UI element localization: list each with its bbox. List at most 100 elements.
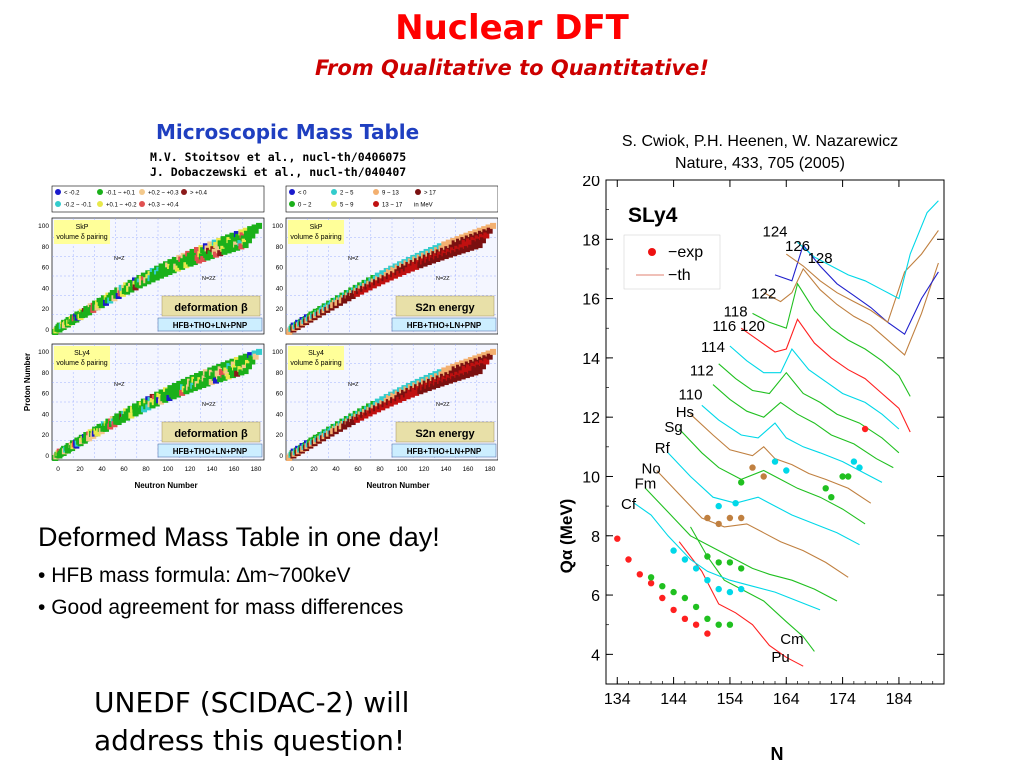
xtick-label: 184 (886, 691, 913, 708)
ytick-label: 20 (42, 306, 50, 313)
nuclide-cell (136, 408, 143, 415)
mass-table-xlabel-right: Neutron Number (366, 481, 429, 490)
unedf-line-1: UNEDF (SCIDAC-2) will (94, 686, 410, 719)
pairing-label: volume δ pairing (290, 234, 341, 241)
reference-line-2: Nature, 433, 705 (2005) (675, 155, 845, 172)
mass-panel: SkP volume δ pairing N=Z N=2Z deformation β H… (38, 217, 265, 335)
legend-left: < -0.2 -0.1 ~ +0.1 +0.2 ~ +0.3 > +0.4 -0.2 ~… (55, 189, 208, 209)
nuclide-cell (479, 237, 486, 244)
legend-swatch (373, 201, 379, 207)
n-eq-2z-label: N=2Z (436, 402, 450, 408)
nuclide-cell (136, 282, 143, 289)
line-label-110: 110 (679, 386, 703, 403)
series-line-126 (785, 230, 939, 324)
nuclide-cell (217, 250, 224, 257)
exp-point-112 (822, 485, 829, 492)
nuclide-cell (166, 395, 173, 402)
ytick-label: 60 (42, 391, 50, 398)
xtick-label: 80 (142, 466, 150, 473)
xtick-label: 160 (463, 466, 474, 473)
qalpha-chart: Qα (MeV) N 4 6 8 10 12 14 16 18 20 134 144 154 164 17… (557, 176, 945, 764)
nuclide-cell (396, 396, 403, 403)
nuclide-cell (370, 408, 377, 415)
nuclide-cell (469, 359, 476, 366)
bullet-1-text: HFB mass formula: ∆m~700keV (51, 564, 351, 587)
legend-swatch (139, 201, 145, 207)
nuclide-cell (204, 380, 211, 387)
nuclide-cell (476, 227, 483, 234)
nuclide-cell (455, 374, 462, 381)
xtick-label: 20 (76, 466, 84, 473)
nuclide-cell (387, 400, 394, 407)
xtick-label: 180 (485, 466, 496, 473)
line-label-no: No (642, 461, 661, 478)
ytick-label: 60 (276, 265, 284, 272)
nuclide-cell (467, 241, 474, 248)
line-label-120: 120 (740, 318, 765, 335)
nuclide-cell (434, 255, 441, 262)
nuclide-cell (221, 248, 228, 255)
series-line-128 (797, 200, 939, 300)
nuclide-cell (225, 247, 232, 254)
exp-point-fm (726, 559, 734, 566)
nuclide-cell (379, 278, 386, 285)
force-label-box (288, 346, 344, 370)
nuclide-cell (204, 254, 211, 261)
nuclide-cell (471, 240, 478, 247)
method-box (391, 317, 497, 332)
exp-point-cm (659, 583, 666, 590)
nuclide-cell (458, 370, 465, 377)
xtick-label: 40 (98, 466, 106, 473)
nuclide-cell (231, 238, 238, 245)
nuclide-cell (391, 272, 398, 279)
nuclide-cell (472, 369, 479, 376)
legend-label: +0.2 ~ +0.3 (148, 191, 179, 197)
series-line-118 (740, 318, 911, 433)
exp-point-no (715, 520, 722, 528)
nuclide-cell (228, 242, 235, 249)
xtick-label: 80 (376, 466, 384, 473)
exp-point-rf (732, 500, 739, 507)
xtick-label: 60 (354, 466, 362, 473)
ytick-label: 18 (582, 232, 600, 249)
exp-point-no (726, 514, 734, 522)
pairing-label: volume δ pairing (56, 360, 107, 367)
nuclide-cell (245, 237, 252, 244)
nuclide-cell (191, 259, 198, 266)
nuclide-cell (425, 385, 432, 392)
nuclide-cell (404, 393, 411, 400)
nuclide-cell (242, 353, 249, 360)
nuclide-cell (451, 376, 458, 383)
line-label-cf: Cf (621, 496, 637, 513)
line-label-122: 122 (751, 286, 776, 303)
series-line-rf (667, 452, 860, 546)
legend-swatch (289, 189, 295, 195)
exp-point-cm (704, 615, 711, 622)
force-label-box (288, 220, 344, 244)
nuclide-cell (408, 391, 415, 398)
nuclide-cell (229, 246, 236, 253)
nuclide-cell (470, 236, 477, 243)
n-eq-z-label: N=Z (114, 256, 125, 262)
xtick-label: 100 (163, 466, 174, 473)
xtick-label: 100 (397, 466, 408, 473)
nuclide-cell (438, 254, 445, 261)
nuclide-cell (430, 383, 437, 390)
nuclide-cell (234, 370, 241, 377)
bullet-2-text: Good agreement for mass differences (51, 596, 404, 619)
nuclide-cell (157, 272, 164, 279)
ytick-label: 40 (276, 411, 284, 418)
nuclide-cell (256, 222, 263, 229)
nuclide-cell (243, 356, 250, 363)
ytick-label: 10 (582, 469, 600, 486)
nuclide-cell (227, 239, 234, 246)
exp-point-114 (839, 473, 846, 480)
exp-point-112 (828, 494, 835, 501)
exp-point-pu (625, 556, 632, 563)
ytick-label: 20 (582, 176, 600, 190)
line-label-rf: Rf (655, 440, 671, 457)
quantity-box (395, 421, 495, 443)
mass-table-ref-1: M.V. Stoitsov et al., nucl-th/0406075 (150, 150, 407, 164)
line-label-126: 126 (785, 238, 810, 255)
nuclide-cell (235, 359, 242, 366)
